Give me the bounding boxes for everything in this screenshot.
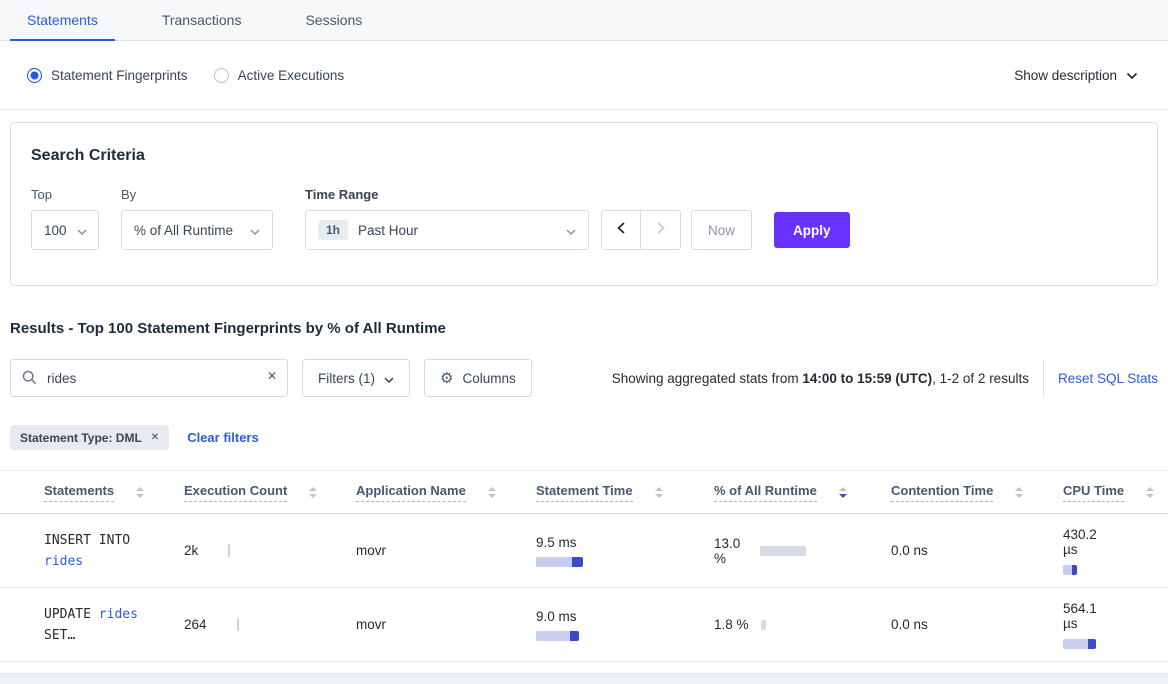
col-header-execution-count[interactable]: Execution Count [184, 483, 356, 502]
sort-icons[interactable] [136, 486, 145, 498]
filter-chip-label: Statement Type: DML [20, 430, 142, 445]
view-toggle-bar: Statement Fingerprints Active Executions… [0, 41, 1168, 110]
contention-time-cell: 0.0 ns [891, 617, 928, 632]
filter-chip-statement-type[interactable]: Statement Type: DML ✕ [10, 425, 170, 450]
runtime-pct-cell: 1.8 % [714, 617, 891, 632]
statement-time-cell: 9.0 ms [536, 609, 714, 641]
table-row: INSERT INTO rides 2k movr 9.5 ms 13.0 % … [0, 514, 1168, 588]
aggregated-stats-text: Showing aggregated stats from 14:00 to 1… [611, 370, 1029, 386]
by-select[interactable]: % of All Runtime [121, 210, 273, 250]
apply-button[interactable]: Apply [774, 212, 850, 248]
chevron-left-icon [617, 221, 625, 239]
page-footer-strip [0, 673, 1168, 684]
columns-button-label: Columns [462, 370, 516, 386]
count-bar [228, 544, 231, 557]
radio-label: Active Executions [237, 67, 345, 83]
chevron-down-icon [384, 371, 394, 386]
columns-button[interactable]: ⚙ Columns [424, 359, 532, 397]
runtime-bar [760, 619, 766, 630]
sort-icons[interactable] [309, 486, 318, 498]
col-header-statement-time[interactable]: Statement Time [536, 483, 714, 502]
statement-time-bar [536, 556, 714, 567]
reset-sql-stats-link[interactable]: Reset SQL Stats [1057, 370, 1158, 386]
table-header: Statements Execution Count Application N… [0, 470, 1168, 514]
by-select-value: % of All Runtime [134, 222, 234, 238]
search-input[interactable] [10, 359, 288, 397]
clear-filters-link[interactable]: Clear filters [187, 430, 259, 445]
sort-icons[interactable] [1015, 486, 1024, 498]
top-select[interactable]: 100 [31, 210, 99, 250]
radio-active-executions[interactable]: Active Executions [213, 67, 345, 83]
tab-sessions[interactable]: Sessions [305, 12, 363, 28]
sort-icons[interactable] [1146, 486, 1155, 498]
chevron-right-icon [656, 221, 665, 239]
time-prev-button[interactable] [601, 210, 641, 250]
gear-icon: ⚙ [440, 369, 454, 387]
tab-bar: Statements Transactions Sessions [0, 0, 1168, 41]
filter-chips-row: Statement Type: DML ✕ Clear filters [10, 425, 1158, 450]
by-label: By [121, 187, 137, 202]
col-header-runtime-pct[interactable]: % of All Runtime [714, 483, 891, 502]
count-bar [236, 618, 239, 631]
toolbar-divider [1042, 360, 1044, 396]
tab-statements[interactable]: Statements [10, 0, 115, 41]
tab-transactions[interactable]: Transactions [161, 12, 242, 28]
remove-filter-icon[interactable]: ✕ [150, 432, 160, 443]
time-range-label: Time Range [305, 187, 379, 202]
execution-count-cell: 264 [184, 617, 356, 632]
cpu-time-cell: 564.1 µs [1063, 601, 1168, 649]
table-row: UPDATE rides SET… 264 movr 9.0 ms 1.8 % … [0, 588, 1168, 662]
now-button[interactable]: Now [691, 210, 753, 250]
statement-link[interactable]: rides [44, 553, 84, 569]
top-select-value: 100 [44, 222, 67, 238]
time-range-badge: 1h [318, 220, 349, 240]
chevron-down-icon [250, 223, 260, 238]
filters-button-label: Filters (1) [318, 370, 375, 386]
cpu-time-bar [1063, 564, 1168, 575]
show-description-label: Show description [1014, 67, 1117, 83]
application-name-cell: movr [356, 543, 386, 558]
sort-icons-active-desc[interactable] [838, 486, 847, 498]
sort-icons[interactable] [487, 486, 496, 498]
execution-count-cell: 2k [184, 543, 356, 558]
statement-link[interactable]: rides [98, 606, 138, 622]
filters-button[interactable]: Filters (1) [302, 359, 410, 397]
results-heading: Results - Top 100 Statement Fingerprints… [10, 320, 446, 337]
col-header-statements[interactable]: Statements [44, 483, 184, 502]
radio-unselected-icon [213, 67, 229, 83]
time-range-value: Past Hour [358, 222, 419, 238]
statement-time-bar [536, 630, 714, 641]
statement-cell: UPDATE rides SET… [44, 606, 138, 643]
clear-search-icon[interactable]: ✕ [266, 369, 277, 383]
time-range-select[interactable]: 1h Past Hour [305, 210, 589, 250]
contention-time-cell: 0.0 ns [891, 543, 928, 558]
runtime-bar [760, 545, 806, 556]
sort-icons[interactable] [654, 486, 663, 498]
time-next-button[interactable] [641, 210, 681, 250]
chevron-down-icon [1126, 68, 1138, 83]
runtime-pct-cell: 13.0 % [714, 536, 891, 566]
radio-statement-fingerprints[interactable]: Statement Fingerprints [27, 67, 188, 83]
search-criteria-card: Search Criteria Top 100 By % of All Runt… [10, 122, 1158, 286]
search-criteria-title: Search Criteria [31, 147, 145, 164]
results-toolbar: ✕ Filters (1) ⚙ Columns Showing aggregat… [10, 359, 1158, 397]
statement-time-cell: 9.5 ms [536, 535, 714, 567]
col-header-application-name[interactable]: Application Name [356, 483, 536, 502]
statement-cell: INSERT INTO rides [44, 532, 131, 569]
col-header-cpu-time[interactable]: CPU Time [1063, 483, 1168, 502]
search-icon [22, 370, 37, 390]
chevron-down-icon [77, 223, 87, 238]
top-label: Top [31, 187, 52, 202]
radio-selected-icon [27, 67, 42, 83]
radio-label: Statement Fingerprints [51, 67, 188, 83]
chevron-down-icon [566, 223, 576, 238]
cpu-time-cell: 430.2 µs [1063, 527, 1168, 575]
show-description-toggle[interactable]: Show description [1014, 68, 1138, 83]
col-header-contention-time[interactable]: Contention Time [891, 483, 1063, 502]
cpu-time-bar [1063, 638, 1168, 649]
search-box: ✕ [10, 359, 288, 397]
application-name-cell: movr [356, 617, 386, 632]
